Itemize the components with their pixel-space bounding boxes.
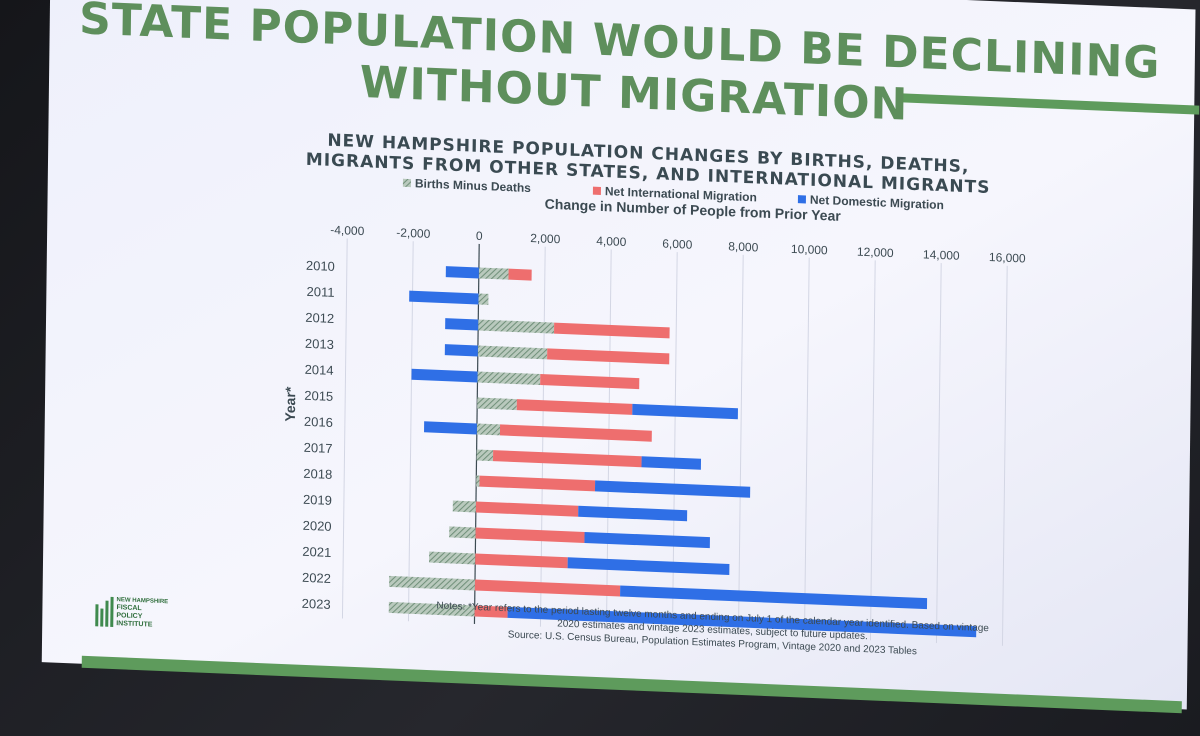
- bar-net-international-migration-2019: [475, 501, 579, 517]
- y-tick-label: 2019: [303, 492, 332, 508]
- bar-births-minus-deaths-2018: [476, 475, 480, 487]
- bar-net-international-migration-2020: [475, 527, 585, 543]
- bar-net-international-migration-2022: [474, 579, 621, 597]
- legend-label-net-international-migration: Net International Migration: [605, 184, 757, 204]
- bar-net-domestic-migration-2011: [409, 290, 479, 305]
- bar-net-international-migration-2018: [479, 475, 596, 492]
- legend-swatch-net-domestic-migration: [797, 195, 806, 204]
- gridline: [869, 260, 876, 641]
- bar-births-minus-deaths-2015: [477, 397, 517, 411]
- bar-net-domestic-migration-2021: [567, 557, 730, 575]
- bar-net-international-migration-2017: [492, 450, 642, 468]
- top-accent-bar: [899, 93, 1200, 115]
- plot-area: -4,000 -2,000 0 2,000 4,000 6,000 8,000 10,000 1…: [302, 223, 1026, 646]
- x-tick-label: 16,000: [989, 250, 1026, 266]
- x-tick-label: 4,000: [596, 234, 627, 249]
- bar-net-domestic-migration-2020: [584, 531, 710, 549]
- bar-net-international-migration-2012: [554, 322, 670, 339]
- bar-births-minus-deaths-2019: [452, 500, 476, 513]
- gridline: [1001, 265, 1008, 646]
- y-tick-label: 2011: [306, 284, 334, 300]
- bottom-accent-bar: [81, 655, 1182, 714]
- bar-net-domestic-migration-2015: [632, 403, 738, 420]
- y-tick-label: 2023: [302, 596, 331, 612]
- bar-net-domestic-migration-2013: [444, 344, 478, 357]
- bar-net-domestic-migration-2022: [620, 585, 928, 610]
- bar-net-international-migration-2014: [540, 374, 640, 390]
- bar-net-international-migration-2023: [474, 605, 508, 618]
- y-tick-label: 2012: [305, 310, 334, 326]
- bar-births-minus-deaths-2012: [478, 319, 555, 334]
- bar-net-international-migration-2013: [547, 348, 670, 365]
- x-tick-label: 8,000: [728, 239, 759, 254]
- bar-births-minus-deaths-2016: [476, 423, 501, 436]
- logo-text-line2: FISCAL: [116, 604, 142, 612]
- y-tick-label: 2022: [302, 570, 331, 586]
- legend-label-births-minus-deaths: Births Minus Deaths: [415, 176, 531, 195]
- y-tick-label: 2018: [303, 466, 332, 482]
- bar-births-minus-deaths-2013: [477, 345, 548, 360]
- bar-net-domestic-migration-2012: [445, 318, 479, 331]
- y-tick-label: 2010: [306, 258, 335, 274]
- bar-births-minus-deaths-2020: [449, 526, 476, 539]
- bar-net-domestic-migration-2019: [578, 505, 688, 522]
- bar-net-domestic-migration-2014: [411, 368, 478, 383]
- bar-births-minus-deaths-2010: [478, 267, 509, 280]
- bar-net-international-migration-2016: [499, 424, 652, 442]
- gridline: [737, 254, 744, 635]
- legend-swatch-net-international-migration: [592, 186, 601, 195]
- bar-net-international-migration-2010: [508, 268, 532, 281]
- bar-net-domestic-migration-2023: [507, 606, 977, 638]
- bar-net-international-migration-2021: [475, 553, 568, 569]
- bar-births-minus-deaths-2011: [478, 293, 489, 305]
- y-tick-label: 2013: [305, 336, 334, 352]
- bar-net-domestic-migration-2018: [594, 480, 751, 498]
- logo-text-line3: POLICY: [116, 612, 142, 620]
- x-tick-label: 14,000: [923, 247, 960, 263]
- bar-births-minus-deaths-2022: [389, 575, 476, 591]
- bar-net-domestic-migration-2010: [445, 266, 479, 279]
- x-tick-label: 10,000: [791, 242, 828, 258]
- bar-net-domestic-migration-2016: [424, 421, 477, 435]
- legend-label-net-domestic-migration: Net Domestic Migration: [810, 193, 944, 213]
- y-axis-label: Year*: [282, 386, 298, 422]
- y-tick-label: 2020: [303, 518, 332, 534]
- gridline: [935, 263, 942, 644]
- bar-births-minus-deaths-2021: [428, 551, 476, 565]
- bar-net-international-migration-2015: [516, 399, 633, 415]
- y-tick-label: 2016: [304, 414, 333, 430]
- institute-logo: NEW HAMPSHIRE FISCAL POLICY INSTITUTE: [95, 596, 168, 629]
- logo-text-line4: INSTITUTE: [116, 620, 153, 629]
- bar-births-minus-deaths-2014: [477, 371, 541, 386]
- legend: Births Minus Deaths Net International Mi…: [402, 176, 944, 213]
- y-tick-label: 2015: [304, 388, 333, 404]
- bar-births-minus-deaths-2017: [476, 449, 494, 462]
- x-tick-label: 6,000: [662, 237, 693, 252]
- x-tick-label: 0: [476, 229, 483, 243]
- y-tick-label: 2017: [304, 440, 333, 456]
- legend-swatch-births-minus-deaths: [402, 178, 411, 188]
- gridline: [407, 241, 414, 622]
- y-tick-label: 2014: [305, 362, 334, 378]
- x-tick-label: 2,000: [530, 231, 561, 246]
- x-tick-label: -4,000: [330, 223, 365, 238]
- gridline: [803, 257, 810, 638]
- bar-births-minus-deaths-2023: [388, 601, 475, 617]
- logo-text-line1: NEW HAMPSHIRE: [117, 597, 169, 605]
- y-tick-label: 2021: [302, 544, 331, 560]
- gridline: [341, 238, 348, 619]
- x-tick-label: -2,000: [396, 226, 431, 241]
- bar-net-domestic-migration-2017: [641, 456, 702, 470]
- x-tick-label: 12,000: [857, 245, 894, 261]
